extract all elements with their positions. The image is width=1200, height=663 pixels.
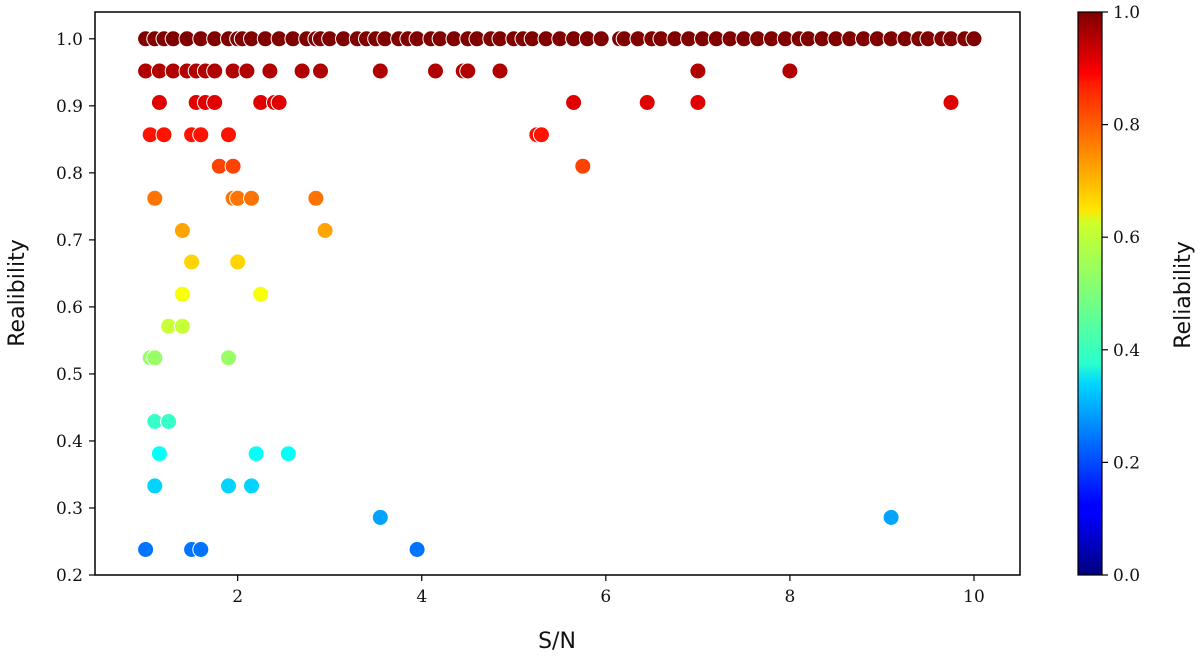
data-point	[146, 349, 164, 367]
data-point	[247, 445, 265, 463]
data-point	[229, 253, 247, 271]
data-point	[146, 189, 164, 207]
colorbar-tick-label: 0.0	[1113, 566, 1140, 586]
data-point	[279, 445, 297, 463]
data-point	[192, 126, 210, 144]
data-point	[155, 126, 173, 144]
points-layer	[137, 30, 983, 558]
y-tick-label: 0.2	[56, 566, 83, 586]
data-point	[243, 477, 260, 495]
data-point	[220, 126, 237, 144]
x-tick-label: 2	[232, 587, 243, 607]
x-axis-label: S/N	[538, 629, 576, 654]
y-axis: 0.2 0.3 0.4 0.5 0.6 0.7 0.8 0.9 1.0	[56, 30, 95, 586]
data-point	[532, 126, 550, 144]
data-point	[150, 445, 168, 463]
data-point	[137, 541, 155, 558]
data-point	[427, 62, 444, 80]
data-point	[371, 508, 389, 526]
data-point	[183, 253, 201, 271]
data-point	[882, 508, 900, 526]
colorbar-ticks: 0.0 0.2 0.4 0.6 0.8 1.0	[1102, 3, 1140, 586]
x-tick-label: 10	[963, 587, 985, 607]
data-point	[592, 30, 610, 48]
data-point	[371, 62, 389, 80]
data-point	[192, 541, 210, 558]
data-point	[173, 317, 191, 335]
x-tick-label: 8	[784, 587, 795, 607]
y-axis-label: Realibility	[5, 239, 30, 347]
data-point	[491, 62, 509, 80]
data-point	[565, 94, 583, 111]
data-point	[150, 94, 168, 111]
data-point	[781, 62, 799, 80]
data-point	[312, 62, 329, 80]
x-tick-label: 6	[600, 587, 611, 607]
colorbar: 0.0 0.2 0.4 0.6 0.8 1.0 Reliability	[1077, 3, 1196, 586]
data-point	[243, 189, 260, 207]
data-point	[307, 189, 325, 207]
data-point	[146, 477, 164, 495]
data-point	[173, 222, 191, 239]
data-point	[173, 285, 191, 303]
data-point	[238, 62, 256, 80]
data-point	[574, 157, 592, 175]
colorbar-tick-label: 0.8	[1113, 116, 1140, 136]
data-point	[206, 62, 224, 80]
data-point	[206, 94, 224, 111]
colorbar-label: Reliability	[1171, 241, 1196, 349]
x-tick-label: 4	[416, 587, 427, 607]
data-point	[459, 62, 477, 80]
colorbar-tick-label: 1.0	[1113, 3, 1140, 23]
y-tick-label: 0.9	[56, 97, 83, 117]
colorbar-tick-label: 0.2	[1113, 453, 1140, 473]
data-point	[316, 222, 334, 239]
data-point	[224, 157, 242, 175]
data-point	[638, 94, 656, 111]
data-point	[261, 62, 279, 80]
y-tick-label: 0.3	[56, 499, 83, 519]
colorbar-tick-label: 0.4	[1113, 341, 1140, 361]
data-point	[689, 94, 707, 111]
data-point	[220, 349, 237, 367]
data-point	[220, 477, 237, 495]
data-point	[293, 62, 311, 80]
y-tick-label: 1.0	[56, 30, 83, 50]
colorbar-gradient	[1077, 11, 1103, 576]
data-point	[270, 94, 288, 111]
data-point	[252, 285, 270, 303]
data-point	[160, 413, 178, 430]
y-tick-label: 0.8	[56, 164, 83, 184]
data-point	[408, 541, 426, 558]
x-axis: 2 4 6 8 10	[232, 575, 985, 607]
data-point	[689, 62, 707, 80]
y-tick-label: 0.5	[56, 365, 83, 385]
y-tick-label: 0.6	[56, 298, 83, 318]
data-point	[942, 94, 960, 111]
y-tick-label: 0.7	[56, 231, 83, 251]
y-tick-label: 0.4	[56, 432, 83, 452]
colorbar-tick-label: 0.6	[1113, 228, 1140, 248]
data-point	[965, 30, 983, 48]
plot-frame	[94, 11, 1021, 576]
